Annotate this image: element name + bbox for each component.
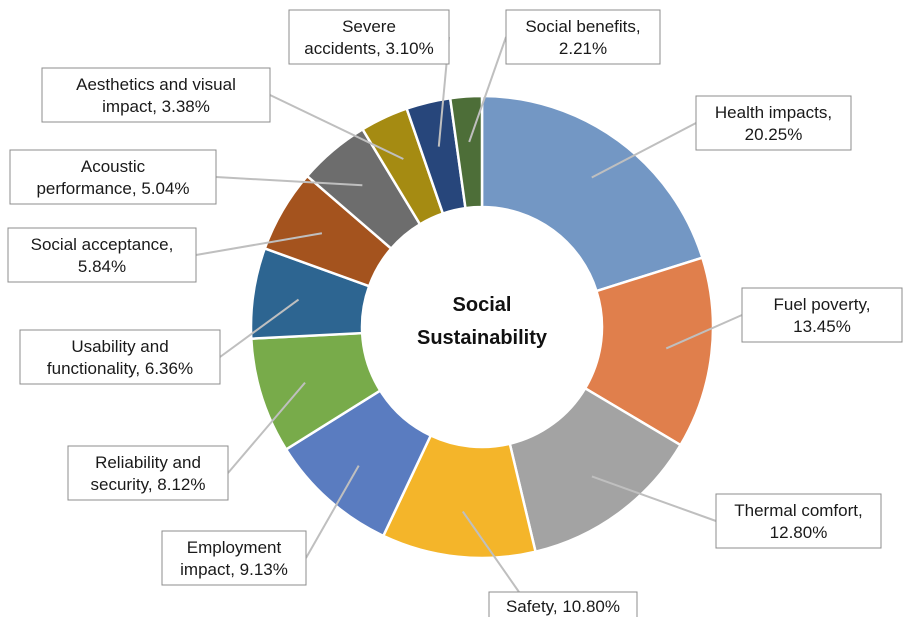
data-label: Severe [342,17,396,36]
callout-box [488,591,638,621]
data-label: 20.25% [745,125,803,144]
callout-severe-accidents: Severe accidents, 3.10% [288,9,450,65]
leader-line [195,232,323,256]
leader-line [591,122,697,179]
data-label: Health impacts, [715,103,832,122]
data-label: performance, 5.04% [36,179,189,198]
data-label: accidents, 3.10% [304,39,433,58]
data-label: Social benefits, [525,17,640,36]
leader-line [219,298,300,358]
callout-box [288,9,450,65]
data-label: functionality, 6.36% [47,359,193,378]
leader-line [591,475,717,522]
data-label: Fuel poverty, [773,295,870,314]
leader-line [227,381,306,474]
callout-aesthetics-and-visual-impact: Aesthetics and visual impact, 3.38% [41,67,271,123]
callout-health-impacts: Health impacts, 20.25% [695,95,852,151]
data-label: Acoustic [81,157,146,176]
slice-health-impacts [480,94,704,293]
callout-box [741,287,903,343]
data-label: Usability and [71,337,168,356]
callout-box [67,445,229,501]
callout-social-benefits: Social benefits, 2.21% [505,9,661,65]
slices-layer [249,94,715,560]
callout-box [9,149,217,205]
center-label-line-1: Social [453,294,512,316]
callout-usability-and-functionality: Usability and functionality, 6.36% [19,329,221,385]
callout-acoustic-performance: Acoustic performance, 5.04% [9,149,217,205]
data-label: 13.45% [793,317,851,336]
leader-line [215,176,363,187]
callout-social-acceptance: Social acceptance, 5.84% [7,227,197,283]
data-label: Employment [187,538,282,557]
data-label: Reliability and [95,453,201,472]
leader-line [305,465,360,559]
data-label: Safety, 10.80% [506,597,620,616]
data-label: 5.84% [78,257,126,276]
data-label: security, 8.12% [91,475,206,494]
callout-reliability-and-security: Reliability and security, 8.12% [67,445,229,501]
data-label: Thermal comfort, [734,501,862,520]
callout-employment-impact: Employment impact, 9.13% [161,530,307,586]
callout-box [19,329,221,385]
leader-line [665,314,743,350]
center-label-line-2: Sustainability [417,327,548,349]
callout-thermal-comfort: Thermal comfort, 12.80% [715,493,882,549]
callout-box [7,227,197,283]
leader-line [461,510,520,593]
callout-box [505,9,661,65]
data-label: impact, 3.38% [102,97,210,116]
leader-lines-layer [195,36,743,593]
data-label: 2.21% [559,39,607,58]
callout-box [715,493,882,549]
data-label: Social acceptance, [31,235,174,254]
leader-line [269,94,404,160]
callout-box [161,530,307,586]
callout-fuel-poverty: Fuel poverty, 13.45% [741,287,903,343]
callout-safety: Safety, 10.80% [488,591,638,621]
callout-box [695,95,852,151]
leader-line [468,36,507,143]
data-label: Aesthetics and visual [76,75,236,94]
data-label: 12.80% [770,523,828,542]
slice-social-benefits [448,94,484,210]
callout-labels-layer: Health impacts, 20.25% Fuel poverty, 13.45%… [7,9,903,621]
data-label: impact, 9.13% [180,560,288,579]
callout-box [41,67,271,123]
